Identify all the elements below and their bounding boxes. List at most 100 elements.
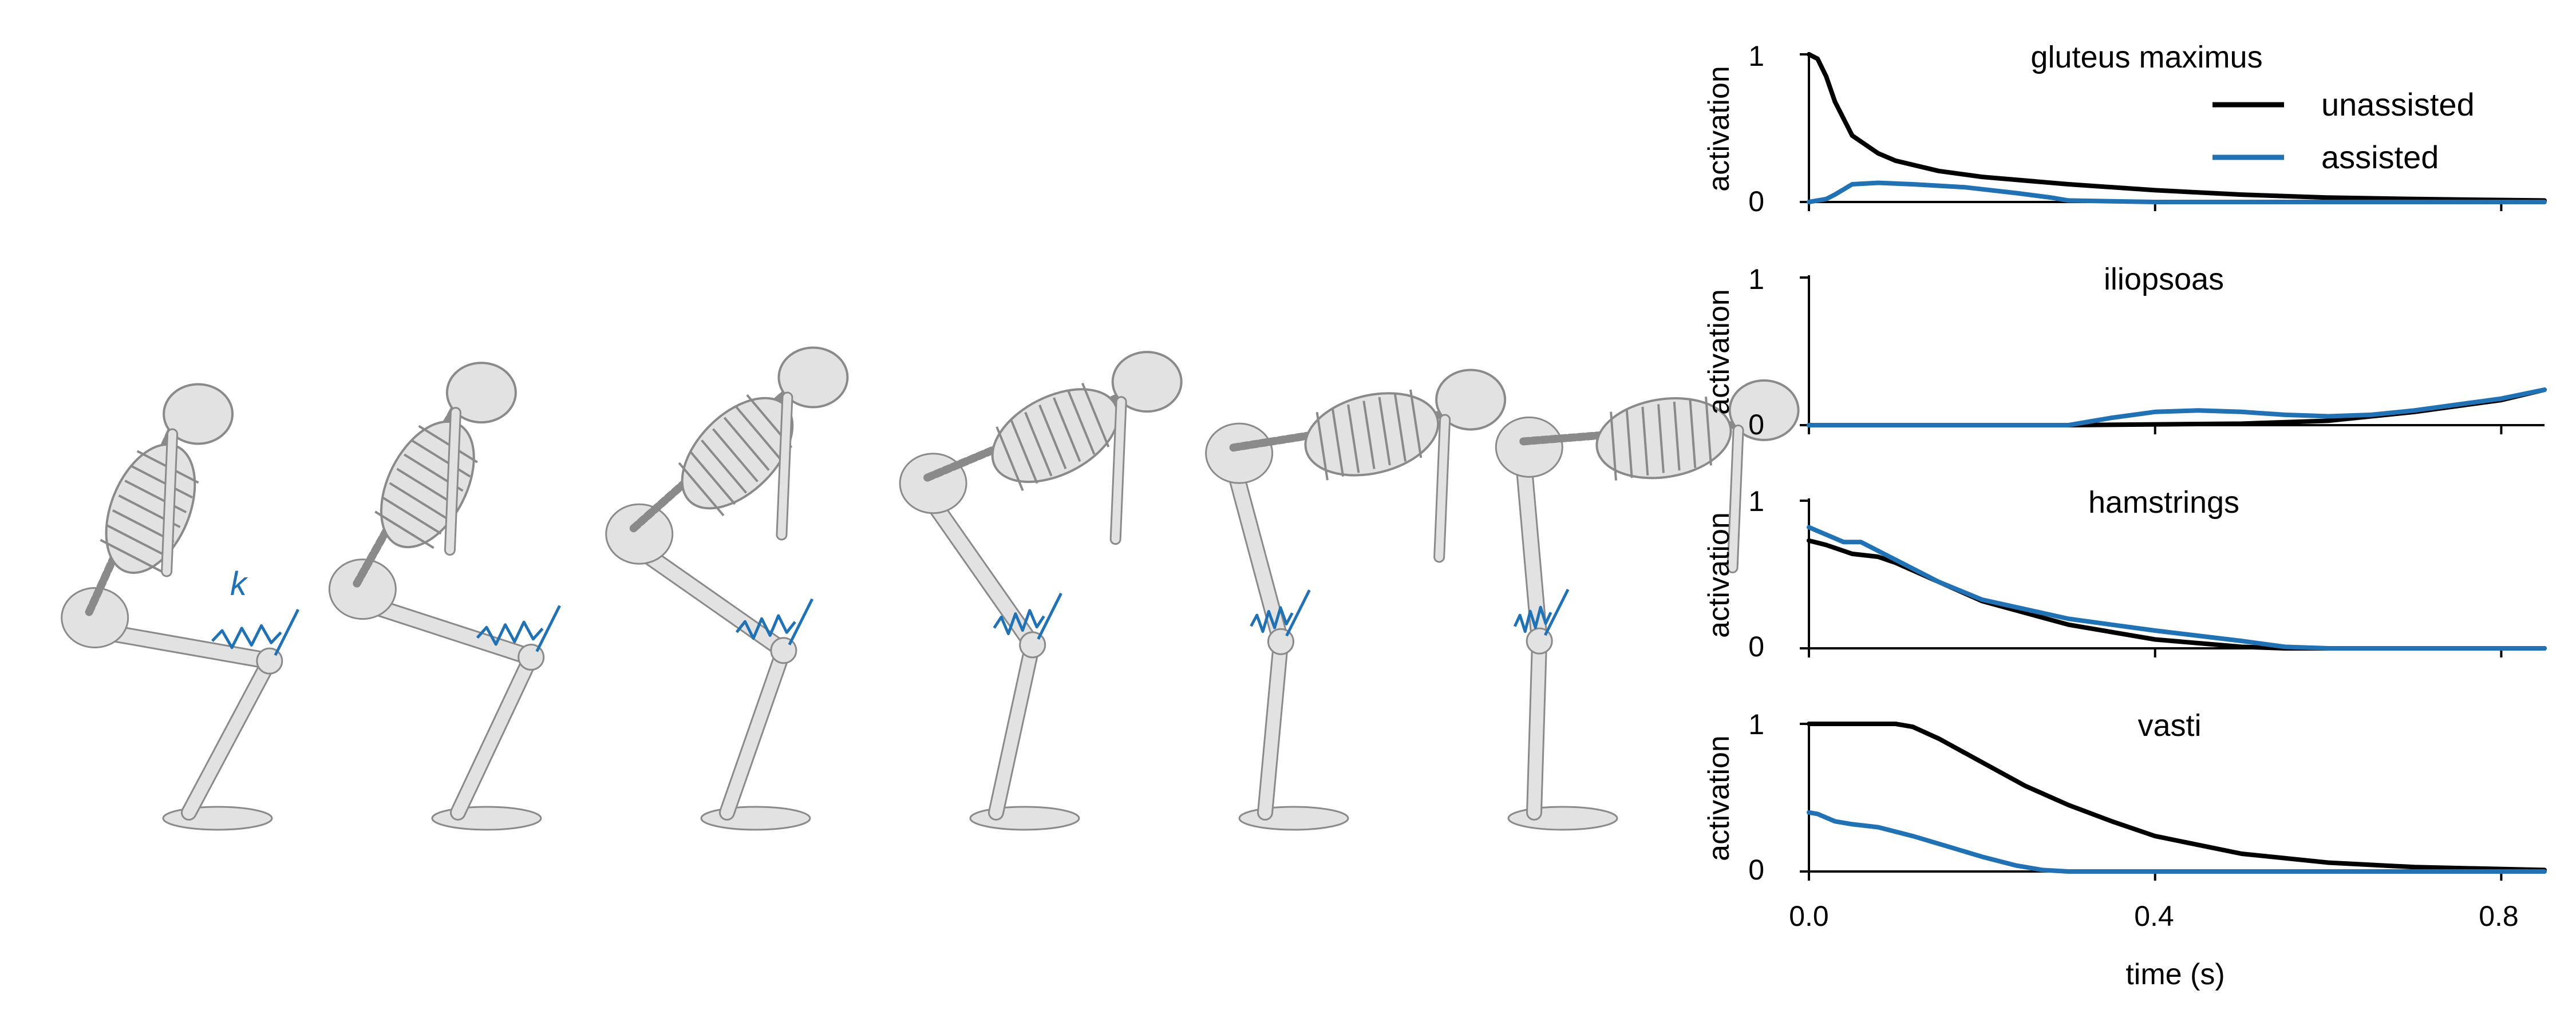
y-axis-label: activation (1702, 289, 1736, 415)
rib-bone (689, 450, 736, 505)
y-tick-label: 1 (1748, 40, 1764, 72)
rib-bone (410, 439, 471, 478)
femur-bone (1516, 451, 1547, 648)
rib-bone (1067, 390, 1096, 455)
rib-bone (723, 417, 770, 471)
rib-bone (100, 538, 163, 573)
plot-area (1800, 275, 2547, 434)
rib-bone (1393, 393, 1407, 462)
arm-bone (1111, 398, 1125, 544)
plot-area (1800, 52, 2547, 211)
rib-bone (1315, 411, 1329, 481)
spring-anchor (274, 608, 300, 656)
rib-bone (1705, 397, 1712, 466)
skull-bone (1435, 369, 1507, 431)
panel-vasti: vasti activation 1 0 (1702, 708, 2547, 886)
spring-anchor (1037, 592, 1062, 640)
legend-label-assisted: assisted (2321, 139, 2439, 175)
panel-title: vasti (2138, 708, 2201, 743)
foot-bone (431, 806, 542, 831)
skull-bone (1728, 379, 1800, 441)
rib-bone (1081, 382, 1110, 447)
rib-bone (418, 425, 479, 464)
rib-bone (1378, 397, 1391, 466)
plot-area (1800, 498, 2547, 657)
rib-bone (712, 428, 758, 482)
rib-bone (1347, 404, 1360, 473)
plot-area (1800, 722, 2547, 881)
skeleton-figure (1495, 379, 1800, 831)
skeleton-figure (1205, 369, 1507, 831)
arm-bone (163, 430, 177, 576)
rib-bone (1038, 404, 1067, 469)
y-tick-label: 1 (1748, 263, 1764, 295)
rib-bone (106, 524, 169, 558)
rib-bone (389, 482, 449, 521)
spring-element (735, 614, 796, 640)
y-tick-label: 0 (1748, 854, 1764, 886)
y-axis-label: activation (1702, 512, 1736, 638)
series-line-assisted (1807, 387, 2547, 427)
rib-bone (995, 426, 1024, 492)
foot-bone (1238, 806, 1349, 831)
series-line-unassisted (1807, 722, 2547, 873)
femur-bone (920, 488, 1040, 652)
rib-bone (701, 439, 748, 494)
panel-title: iliopsoas (2104, 262, 2224, 296)
series-line-unassisted (1807, 52, 2547, 203)
spring-anchor (1543, 589, 1570, 636)
rib-bone (1625, 409, 1633, 478)
spring-element (1250, 606, 1294, 633)
series-line-assisted (1807, 525, 2547, 651)
panel-title: gluteus maximus (2030, 40, 2262, 74)
rib-bone (381, 496, 442, 535)
rib-bone (1010, 419, 1038, 484)
x-tick-label: 0.8 (2479, 900, 2519, 932)
y-tick-label: 0 (1748, 409, 1764, 441)
pelvis-bone (61, 587, 129, 649)
rib-bone (131, 465, 193, 499)
skeleton-figure (899, 351, 1183, 831)
spring-constant-label: k (230, 565, 248, 603)
arm-bone (777, 393, 792, 539)
skull-bone (777, 346, 849, 409)
panel-gluteus-maximus: gluteus maximus activation 1 0 (1702, 40, 2547, 217)
arm-bone (1728, 426, 1743, 572)
tibia-bone (1259, 635, 1287, 819)
spring-element (211, 624, 282, 649)
pelvis-bone (605, 503, 674, 565)
rib-bone (1024, 411, 1053, 477)
spring-element (476, 620, 544, 646)
arm-bone (1435, 415, 1449, 561)
skeleton-figure (61, 383, 300, 831)
femur-bone (1226, 458, 1288, 649)
foot-bone (700, 806, 811, 831)
tibia-bone (721, 644, 790, 819)
spring-anchor (1285, 589, 1311, 637)
y-tick-label: 1 (1748, 708, 1764, 740)
rib-bone (396, 468, 456, 506)
rib-bone (734, 405, 781, 460)
x-axis-label: time (s) (2125, 958, 2225, 991)
skull-bone (445, 362, 517, 424)
y-axis-label: activation (1702, 735, 1736, 861)
x-tick-label: 0.0 (1789, 900, 1829, 932)
rib-cage (991, 388, 1119, 484)
rib-bone (1053, 397, 1081, 462)
y-tick-label: 1 (1748, 485, 1764, 517)
panel-hamstrings: hamstrings activation 1 0 (1702, 485, 2547, 663)
series-line-assisted (1807, 180, 2547, 204)
rib-bone (1331, 408, 1345, 477)
rib-bone (1409, 389, 1423, 458)
y-tick-label: 0 (1748, 185, 1764, 217)
rib-bone (1610, 411, 1618, 481)
legend-label-unassisted: unassisted (2321, 86, 2475, 122)
tibia-bone (183, 655, 276, 819)
skeleton-illustration-strip (61, 346, 1800, 831)
pelvis-bone (1495, 416, 1563, 478)
tibia-bone (1528, 635, 1546, 819)
spring-anchor (788, 598, 814, 645)
rib-bone (1641, 406, 1649, 476)
rib-bone (1689, 399, 1697, 468)
